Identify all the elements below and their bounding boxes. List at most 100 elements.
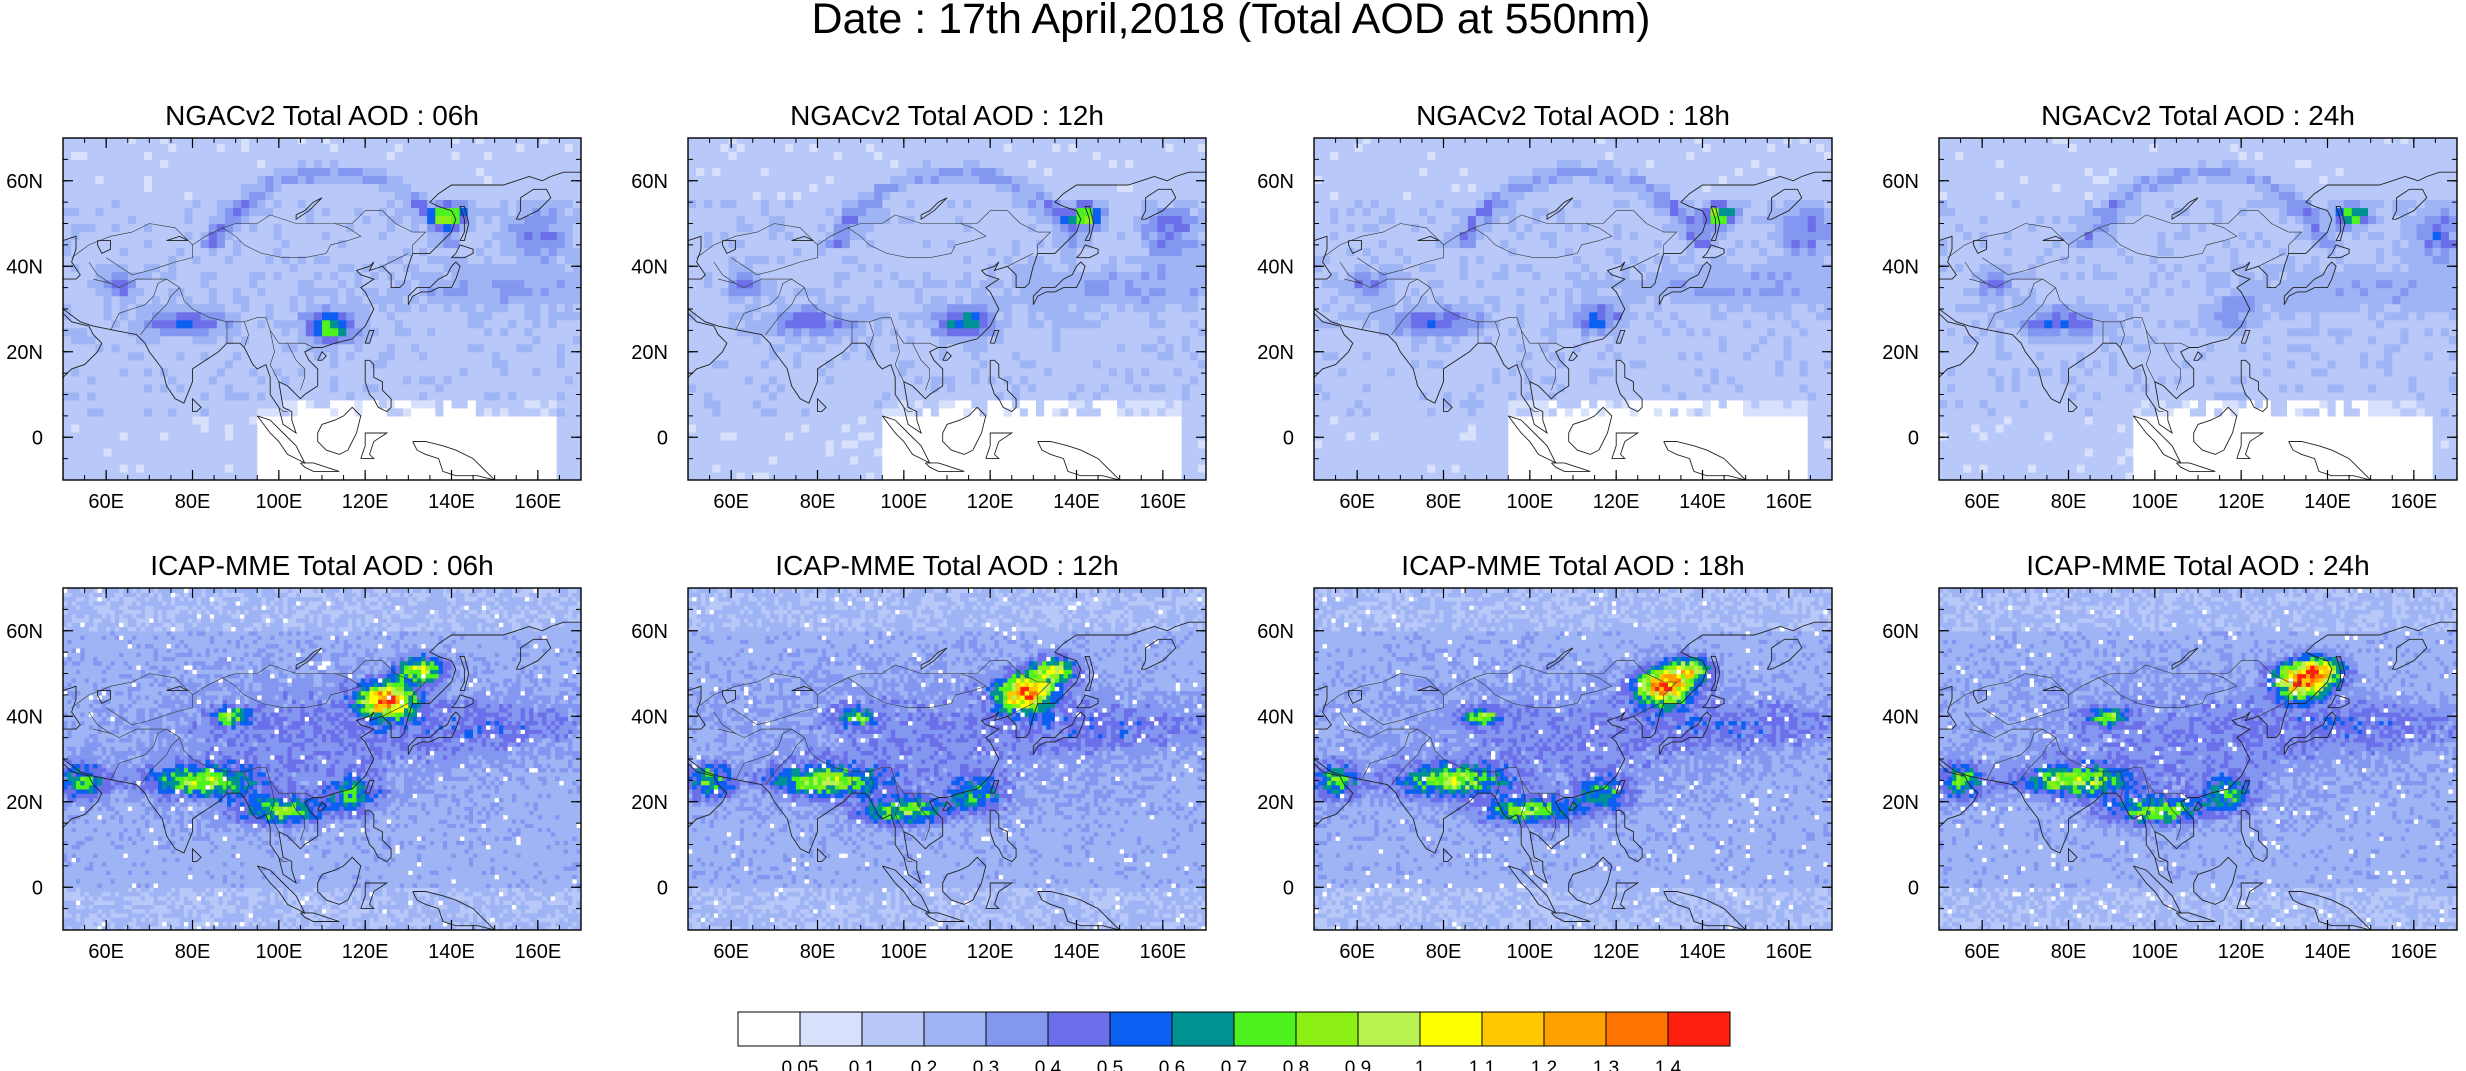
lon-tick-label: 80E: [175, 941, 211, 963]
colorbar-swatch: [1605, 1011, 1669, 1047]
lon-tick-label: 160E: [514, 491, 561, 513]
lat-tick-label: 20N: [631, 792, 668, 814]
lon-tick-label: 80E: [2051, 941, 2087, 963]
lon-tick-label: 80E: [800, 491, 836, 513]
figure-title: Date : 17th April,2018 (Total AOD at 550…: [812, 0, 1651, 43]
colorbar-label: 0.8: [1283, 1058, 1309, 1071]
lat-tick-label: 20N: [6, 342, 43, 364]
coastlines: [688, 171, 1206, 480]
colorbar-label: 1: [1415, 1058, 1426, 1071]
lat-tick-label: 0: [1283, 877, 1294, 899]
lat-tick-label: 20N: [631, 342, 668, 364]
colorbar-swatch: [923, 1011, 987, 1047]
lon-tick-label: 120E: [967, 941, 1014, 963]
lat-tick-label: 0: [1908, 427, 1919, 449]
lat-tick-label: 20N: [1257, 342, 1294, 364]
aod-field: [688, 138, 1206, 480]
colorbar-swatch: [1481, 1011, 1545, 1047]
lon-tick-label: 160E: [1139, 491, 1186, 513]
colorbar-swatch: [1109, 1011, 1173, 1047]
map-panel: ICAP-MME Total AOD : 24h 60E 80E 100E 120E 14…: [1882, 550, 2458, 963]
map-panel: NGACv2 Total AOD : 24h 60E 80E 100E 120E 140E…: [1882, 100, 2458, 513]
lat-tick-label: 60N: [631, 621, 668, 643]
lat-tick-label: 0: [1283, 427, 1294, 449]
lon-tick-label: 60E: [88, 941, 124, 963]
map-panel: ICAP-MME Total AOD : 18h 60E 80E 100E 120E 14…: [1257, 550, 1833, 963]
lon-tick-label: 140E: [1679, 941, 1726, 963]
map-panel: ICAP-MME Total AOD : 12h 60E 80E 100E 120E 14…: [631, 550, 1207, 963]
panel-title: ICAP-MME Total AOD : 12h: [775, 550, 1118, 581]
lon-tick-label: 60E: [713, 491, 749, 513]
colorbar-swatch: [1171, 1011, 1235, 1047]
panel-title: ICAP-MME Total AOD : 18h: [1401, 550, 1744, 581]
lat-tick-label: 60N: [6, 621, 43, 643]
coastlines: [688, 621, 1206, 930]
lat-tick-label: 20N: [1882, 342, 1919, 364]
colorbar-label: 0.1: [849, 1058, 875, 1071]
country-borders: [71, 660, 427, 862]
colorbar-label: 0.7: [1221, 1058, 1247, 1071]
colorbar-swatch: [737, 1011, 801, 1047]
colorbar: 0.05 0.1 0.2 0.3 0.4 0.5 0.6 0.7 0.8 0.9 1 1.1 1.2 1.…: [737, 1011, 1731, 1071]
lon-tick-label: 120E: [967, 491, 1014, 513]
colorbar-label: 1.4: [1655, 1058, 1682, 1071]
colorbar-label: 0.3: [973, 1058, 999, 1071]
map-panel: ICAP-MME Total AOD : 06h 60E 80E 100E 120E 14…: [6, 550, 582, 963]
colorbar-swatch: [1357, 1011, 1421, 1047]
lon-tick-label: 60E: [1339, 491, 1375, 513]
panel-title: ICAP-MME Total AOD : 06h: [150, 550, 493, 581]
colorbar-label: 0.05: [782, 1058, 819, 1071]
coastlines: [1939, 621, 2457, 930]
colorbar-label: 0.5: [1097, 1058, 1123, 1071]
aod-field: [63, 588, 581, 930]
colorbar-swatch: [1543, 1011, 1607, 1047]
lon-tick-label: 120E: [2218, 941, 2265, 963]
lon-tick-label: 160E: [1139, 941, 1186, 963]
coastlines: [63, 171, 581, 480]
aod-field: [63, 138, 581, 480]
colorbar-swatch: [985, 1011, 1049, 1047]
lon-tick-label: 80E: [800, 941, 836, 963]
lat-tick-label: 20N: [6, 792, 43, 814]
lat-tick-label: 20N: [1257, 792, 1294, 814]
lat-tick-label: 60N: [1257, 171, 1294, 193]
aod-field: [1939, 588, 2457, 930]
lon-tick-label: 140E: [2304, 491, 2351, 513]
colorbar-label: 0.9: [1345, 1058, 1371, 1071]
country-borders: [1947, 660, 2303, 862]
map-panel: NGACv2 Total AOD : 06h 60E 80E 100E 120E 140E…: [6, 100, 582, 513]
lat-tick-label: 60N: [1882, 171, 1919, 193]
lat-tick-label: 20N: [1882, 792, 1919, 814]
panel-title: NGACv2 Total AOD : 06h: [165, 100, 479, 131]
country-borders: [1322, 660, 1678, 862]
lon-tick-label: 160E: [2390, 491, 2437, 513]
colorbar-swatch: [861, 1011, 925, 1047]
colorbar-swatch: [1419, 1011, 1483, 1047]
colorbar-label: 0.6: [1159, 1058, 1185, 1071]
lat-tick-label: 40N: [1882, 256, 1919, 278]
lon-tick-label: 100E: [2131, 491, 2178, 513]
lon-tick-label: 120E: [2218, 491, 2265, 513]
lat-tick-label: 40N: [6, 256, 43, 278]
aod-field: [688, 588, 1206, 930]
colorbar-swatch: [799, 1011, 863, 1047]
lat-tick-label: 60N: [1882, 621, 1919, 643]
lon-tick-label: 160E: [2390, 941, 2437, 963]
lon-tick-label: 100E: [880, 941, 927, 963]
lat-tick-label: 40N: [1257, 706, 1294, 728]
lon-tick-label: 100E: [2131, 941, 2178, 963]
lon-tick-label: 80E: [175, 491, 211, 513]
lon-tick-label: 140E: [428, 941, 475, 963]
lat-tick-label: 40N: [1257, 256, 1294, 278]
colorbar-swatch: [1295, 1011, 1359, 1047]
colorbar-label: 1.3: [1593, 1058, 1619, 1071]
colorbar-label: 1.1: [1469, 1058, 1495, 1071]
lon-tick-label: 80E: [1426, 491, 1462, 513]
lon-tick-label: 120E: [1593, 491, 1640, 513]
lat-tick-label: 40N: [6, 706, 43, 728]
colorbar-swatch: [1233, 1011, 1297, 1047]
lat-tick-label: 40N: [1882, 706, 1919, 728]
lon-tick-label: 160E: [1765, 941, 1812, 963]
lon-tick-label: 100E: [1506, 491, 1553, 513]
lat-tick-label: 60N: [631, 171, 668, 193]
